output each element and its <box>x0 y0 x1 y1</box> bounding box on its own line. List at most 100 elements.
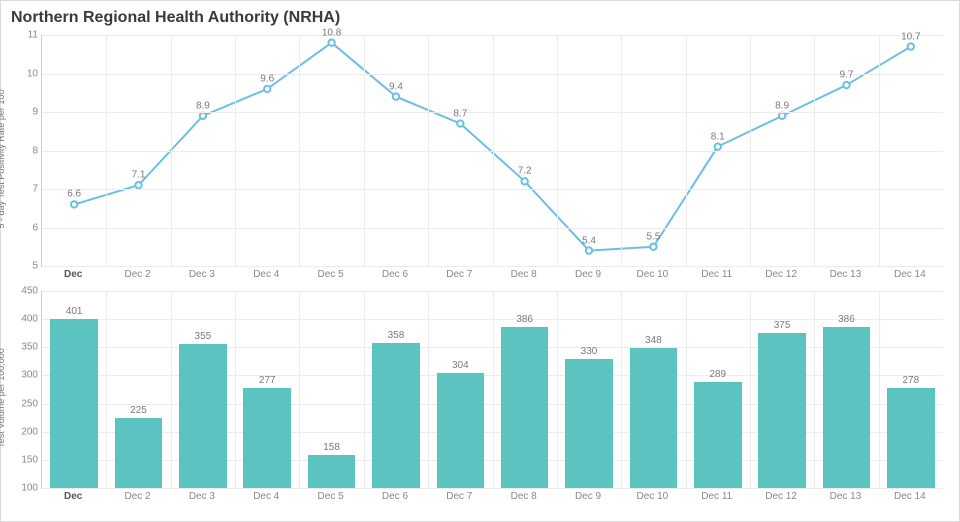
bar: 386 <box>823 327 871 488</box>
bar: 348 <box>630 348 678 488</box>
bar-plot-area: 1001502002503003504004504012253552771583… <box>41 291 943 489</box>
x-tick-label: Dec 2 <box>124 491 150 502</box>
line-point-label: 8.1 <box>711 131 725 142</box>
gridline-vertical <box>428 291 429 488</box>
x-tick-label: Dec 4 <box>253 269 279 280</box>
gridline-vertical <box>686 35 687 266</box>
y-tick-label: 250 <box>21 398 38 409</box>
gridline-vertical <box>299 291 300 488</box>
bar: 375 <box>758 333 806 488</box>
x-tick-label: Dec 7 <box>446 269 472 280</box>
y-tick-label: 6 <box>32 222 38 233</box>
x-tick-label: Dec 4 <box>253 491 279 502</box>
line-point <box>328 40 334 46</box>
gridline-vertical <box>493 291 494 488</box>
bar-value-label: 289 <box>709 369 726 380</box>
gridline-vertical <box>364 291 365 488</box>
bar: 304 <box>437 373 485 488</box>
y-tick-label: 10 <box>27 68 38 79</box>
line-plot-area: 5678910116.67.18.99.610.89.48.77.25.45.5… <box>41 35 943 267</box>
y-tick-label: 350 <box>21 342 38 353</box>
bar-value-label: 225 <box>130 405 147 416</box>
gridline-vertical <box>621 35 622 266</box>
page-title: Northern Regional Health Authority (NRHA… <box>11 9 949 27</box>
line-point-label: 7.2 <box>518 166 532 177</box>
bar-value-label: 277 <box>259 375 276 386</box>
line-point <box>521 178 527 184</box>
bar-value-label: 348 <box>645 335 662 346</box>
x-tick-label: Dec 6 <box>382 269 408 280</box>
bar: 358 <box>372 343 420 488</box>
gridline-vertical <box>879 291 880 488</box>
bar: 355 <box>179 344 227 488</box>
gridline-vertical <box>750 291 751 488</box>
line-point-label: 9.6 <box>260 73 274 84</box>
x-tick-label: Dec 6 <box>382 491 408 502</box>
bar-x-axis: DecDec 2Dec 3Dec 4Dec 5Dec 6Dec 7Dec 8De… <box>41 491 943 507</box>
y-tick-label: 450 <box>21 286 38 297</box>
line-point-label: 7.1 <box>132 170 146 181</box>
x-tick-label: Dec 2 <box>124 269 150 280</box>
positivity-line-chart: 5 - day Test Positivity Rate per 100 567… <box>11 31 949 287</box>
line-point-label: 6.6 <box>67 189 81 200</box>
y-tick-label: 150 <box>21 454 38 465</box>
bar: 277 <box>243 388 291 488</box>
gridline-horizontal <box>42 488 943 489</box>
gridline-vertical <box>814 291 815 488</box>
gridline-vertical <box>428 35 429 266</box>
x-tick-label: Dec <box>64 269 82 280</box>
bar-value-label: 386 <box>838 314 855 325</box>
line-point-label: 8.9 <box>196 100 210 111</box>
gridline-vertical <box>106 35 107 266</box>
bar: 289 <box>694 382 742 488</box>
line-point <box>264 86 270 92</box>
gridline-vertical <box>879 35 880 266</box>
line-point <box>135 182 141 188</box>
gridline-vertical <box>493 35 494 266</box>
line-point-label: 10.7 <box>901 31 920 42</box>
line-point-label: 5.4 <box>582 235 596 246</box>
gridline-vertical <box>235 291 236 488</box>
line-x-axis: DecDec 2Dec 3Dec 4Dec 5Dec 6Dec 7Dec 8De… <box>41 269 943 285</box>
line-point <box>457 120 463 126</box>
x-tick-label: Dec 10 <box>637 269 669 280</box>
gridline-vertical <box>171 35 172 266</box>
bar-value-label: 330 <box>581 346 598 357</box>
x-tick-label: Dec 13 <box>830 269 862 280</box>
line-point-label: 9.7 <box>840 70 854 81</box>
y-tick-label: 11 <box>28 30 38 41</box>
line-point <box>843 82 849 88</box>
y-tick-label: 300 <box>21 370 38 381</box>
y-tick-label: 100 <box>21 483 38 494</box>
line-point <box>71 201 77 207</box>
bar-value-label: 304 <box>452 360 469 371</box>
x-tick-label: Dec 3 <box>189 269 215 280</box>
line-point <box>650 244 656 250</box>
x-tick-label: Dec 11 <box>701 491 732 502</box>
x-tick-label: Dec 14 <box>894 491 926 502</box>
line-y-axis-label: 5 - day Test Positivity Rate per 100 <box>0 90 6 229</box>
x-tick-label: Dec 9 <box>575 491 601 502</box>
x-tick-label: Dec 11 <box>701 269 732 280</box>
bar-value-label: 278 <box>902 375 919 386</box>
y-tick-label: 200 <box>21 426 38 437</box>
bar-value-label: 375 <box>774 320 791 331</box>
line-point <box>200 113 206 119</box>
x-tick-label: Dec 3 <box>189 491 215 502</box>
volume-bar-chart: Test Volume per 100,000 1001502002503003… <box>11 287 949 509</box>
bar: 225 <box>115 418 163 488</box>
gridline-vertical <box>557 291 558 488</box>
line-point <box>586 247 592 253</box>
bar-value-label: 358 <box>388 330 405 341</box>
x-tick-label: Dec <box>64 491 82 502</box>
x-tick-label: Dec 10 <box>637 491 669 502</box>
bar-value-label: 386 <box>516 314 533 325</box>
y-tick-label: 8 <box>32 145 38 156</box>
x-tick-label: Dec 8 <box>511 269 537 280</box>
x-tick-label: Dec 13 <box>830 491 862 502</box>
line-point-label: 10.8 <box>322 27 341 38</box>
bar-value-label: 355 <box>195 331 212 342</box>
x-tick-label: Dec 5 <box>318 491 344 502</box>
gridline-vertical <box>171 291 172 488</box>
x-tick-label: Dec 9 <box>575 269 601 280</box>
